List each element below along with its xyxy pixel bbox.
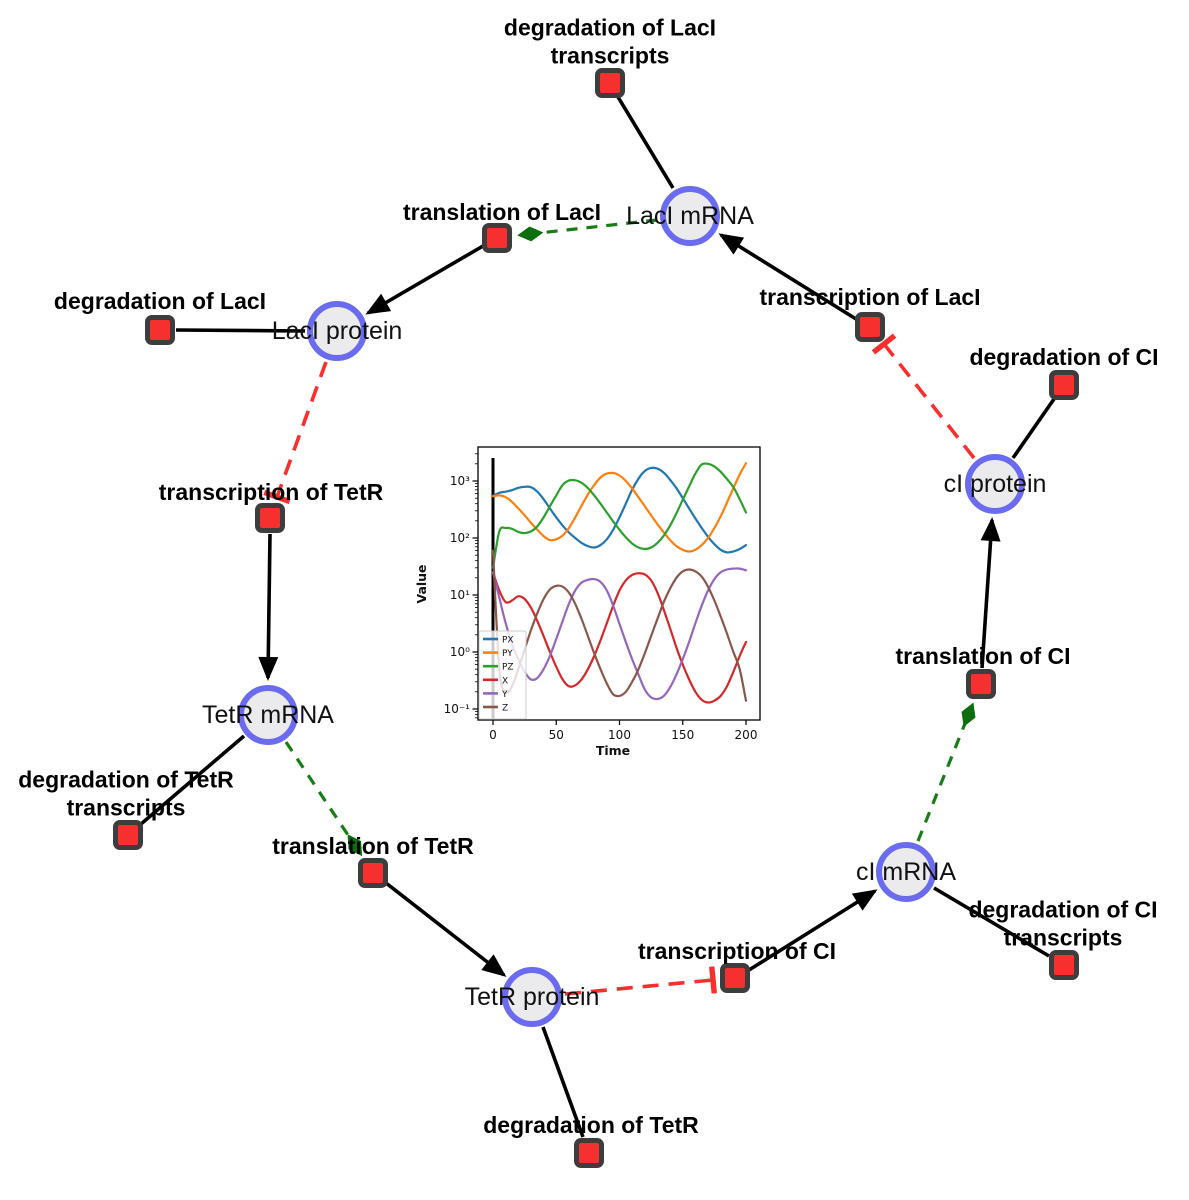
svg-text:0: 0 (489, 728, 497, 742)
species-label-ci-mrna: cI mRNA (856, 857, 956, 886)
svg-text:Z: Z (502, 704, 508, 714)
reaction-node-transcription-laci[interactable] (855, 312, 885, 342)
svg-text:150: 150 (671, 728, 694, 742)
reaction-label-translation-ci: translation of CI (895, 643, 1071, 670)
reaction-label-deg-laci-transcripts: degradation of LacI transcripts (503, 14, 717, 68)
edge-translation-tetr-to-tetr-protein[interactable] (384, 881, 507, 977)
svg-text:10³: 10³ (450, 474, 470, 488)
species-node-tetr-mrna[interactable]: TetR mRNA (202, 685, 334, 745)
edge-laci-protein-inhibits-transcription-tetr[interactable] (263, 361, 328, 505)
edge-ci-protein-to-deg-ci[interactable] (1011, 397, 1056, 460)
species-node-laci-mrna[interactable]: LacI mRNA (626, 186, 754, 246)
svg-text:10⁻¹: 10⁻¹ (444, 702, 471, 716)
reaction-node-translation-tetr[interactable] (358, 858, 388, 888)
edge-tetr-mrna-activates-translation-tetr[interactable] (284, 741, 363, 857)
series-PX (491, 466, 748, 554)
edge-tetr-mrna-to-deg-tetr-transcripts[interactable] (139, 734, 246, 826)
species-label-laci-protein: LacI protein (271, 316, 403, 345)
simulation-plot-svg: 0 50 100 150 200 10⁻¹ 10⁰ 10¹ 10² 10³ Time Value PX P… (413, 426, 773, 761)
reaction-label-deg-tetr-transcripts: degradation of TetR transcripts (18, 766, 234, 820)
reaction-node-translation-laci[interactable] (482, 223, 512, 253)
svg-text:PY: PY (502, 649, 513, 659)
reaction-label-transcription-laci: transcription of LacI (759, 284, 981, 311)
reaction-label-deg-ci: degradation of CI (969, 344, 1159, 371)
simulation-plot: 0 50 100 150 200 10⁻¹ 10⁰ 10¹ 10² 10³ Time Value PX P… (413, 426, 773, 761)
species-node-ci-protein[interactable]: cI protein (944, 454, 1046, 514)
edge-tetr-protein-to-deg-tetr[interactable] (541, 1026, 585, 1138)
reaction-node-deg-ci[interactable] (1049, 370, 1079, 400)
svg-text:10¹: 10¹ (450, 588, 470, 602)
reaction-node-deg-laci-transcripts[interactable] (595, 68, 625, 98)
reaction-node-deg-tetr-transcripts[interactable] (113, 820, 143, 850)
edge-transcription-ci-to-ci-mrna[interactable] (748, 889, 878, 972)
svg-text:X: X (502, 676, 508, 686)
svg-text:100: 100 (608, 728, 631, 742)
svg-text:10²: 10² (450, 531, 470, 545)
species-label-tetr-protein: TetR protein (464, 982, 600, 1011)
svg-text:Y: Y (501, 690, 508, 700)
series-Y (491, 567, 748, 701)
reaction-node-transcription-ci[interactable] (720, 963, 750, 993)
edge-translation-ci-to-ci-protein[interactable] (980, 517, 1001, 669)
reaction-node-deg-laci[interactable] (145, 315, 175, 345)
svg-text:10⁰: 10⁰ (450, 645, 470, 659)
edge-transcription-tetr-to-tetr-mrna[interactable] (258, 533, 279, 681)
edge-laci-mrna-to-deg-laci-transcripts[interactable] (616, 96, 675, 189)
plot-xlabel: Time (596, 743, 630, 758)
plot-ylabel: Value (414, 564, 429, 603)
reaction-node-translation-ci[interactable] (966, 669, 996, 699)
reaction-label-translation-laci: translation of LacI (402, 199, 602, 226)
reaction-label-translation-tetr: translation of TetR (272, 833, 474, 860)
reaction-label-deg-ci-transcripts: degradation of CI transcripts (968, 896, 1158, 950)
reaction-node-deg-ci-transcripts[interactable] (1049, 950, 1079, 980)
reaction-node-deg-tetr[interactable] (574, 1138, 604, 1168)
species-node-ci-mrna[interactable]: cI mRNA (856, 842, 956, 902)
edge-ci-mrna-to-deg-ci-transcripts[interactable] (933, 886, 1050, 958)
svg-text:200: 200 (735, 728, 758, 742)
species-node-laci-protein[interactable]: LacI protein (272, 301, 402, 361)
svg-text:PZ: PZ (502, 663, 514, 673)
edge-laci-mrna-activates-translation-laci[interactable] (517, 218, 658, 242)
edge-translation-laci-to-laci-protein[interactable] (365, 244, 484, 315)
series-PZ (491, 462, 748, 569)
edge-ci-mrna-activates-translation-ci[interactable] (916, 702, 976, 842)
edge-transcription-laci-to-laci-mrna[interactable] (718, 233, 857, 321)
edge-laci-protein-to-deg-laci[interactable] (175, 328, 306, 333)
reaction-label-transcription-tetr: transcription of TetR (158, 479, 384, 506)
reaction-label-deg-laci: degradation of LacI (53, 288, 267, 315)
species-label-ci-protein: cI protein (943, 469, 1047, 498)
edge-ci-protein-inhibits-transcription-laci[interactable] (871, 333, 976, 460)
series-Z (491, 549, 748, 702)
reaction-label-deg-tetr: degradation of TetR (483, 1112, 699, 1139)
species-label-laci-mrna: LacI mRNA (626, 201, 754, 230)
reaction-label-transcription-ci: transcription of CI (637, 938, 837, 965)
species-node-tetr-protein[interactable]: TetR protein (465, 967, 599, 1027)
svg-text:PX: PX (502, 636, 514, 646)
species-label-tetr-mrna: TetR mRNA (202, 700, 334, 729)
reaction-node-transcription-tetr[interactable] (255, 503, 285, 533)
svg-text:50: 50 (549, 728, 564, 742)
